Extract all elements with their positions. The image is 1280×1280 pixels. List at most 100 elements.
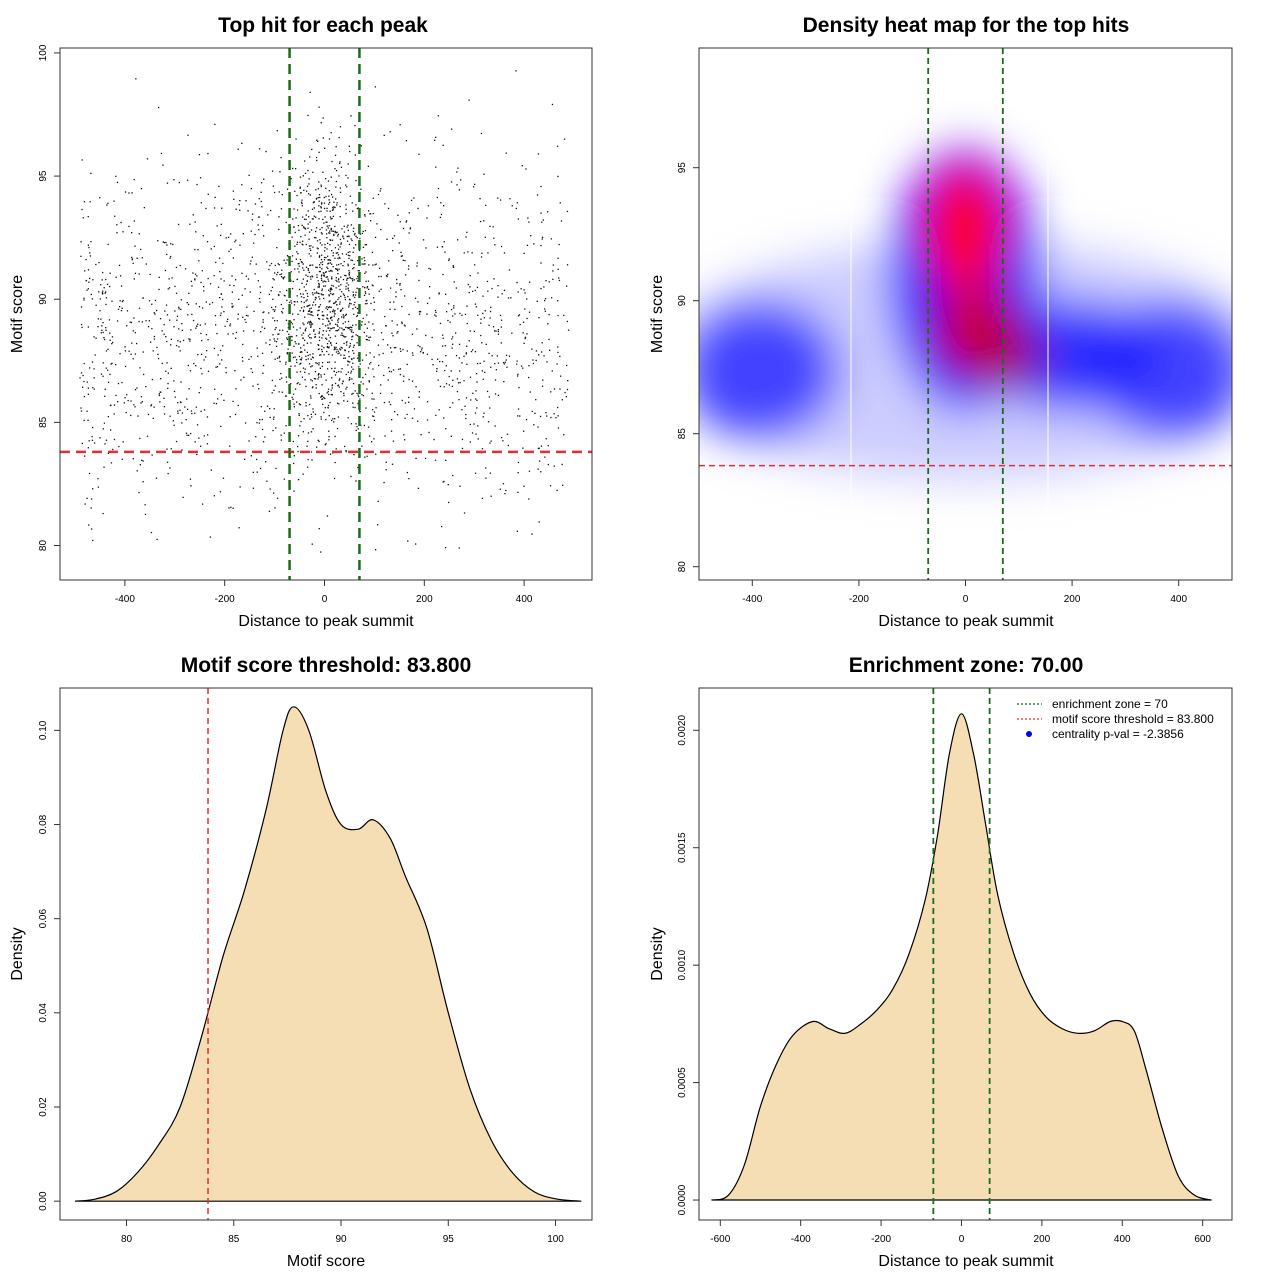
scatter-point: [387, 379, 389, 381]
scatter-point: [451, 338, 453, 340]
scatter-point: [251, 371, 254, 373]
scatter-point: [335, 448, 337, 450]
scatter-point: [254, 203, 257, 205]
scatter-point: [355, 423, 357, 425]
scatter-point: [373, 376, 375, 378]
scatter-point: [378, 364, 380, 367]
scatter-point: [334, 374, 337, 376]
scatter-point: [180, 299, 182, 301]
scatter-point: [349, 251, 351, 253]
scatter-point: [260, 191, 262, 193]
scatter-point: [548, 338, 550, 341]
scatter-point: [452, 315, 454, 317]
scatter-point: [320, 354, 322, 356]
scatter-point: [528, 221, 530, 223]
scatter-point: [305, 290, 307, 292]
scatter-point: [250, 260, 252, 262]
scatter-point: [443, 205, 445, 207]
scatter-point: [363, 294, 366, 296]
scatter-point: [328, 415, 330, 417]
scatter-point: [535, 399, 537, 401]
scatter-point: [426, 313, 428, 315]
scatter-point: [339, 191, 342, 193]
scatter-point: [276, 130, 278, 132]
scatter-point: [557, 314, 559, 317]
scatter-point: [326, 350, 328, 353]
scatter-point: [321, 365, 323, 367]
scatter-point: [297, 445, 299, 448]
scatter-point: [298, 229, 300, 231]
scatter-point: [339, 246, 341, 248]
scatter-point: [326, 237, 328, 239]
scatter-point: [349, 195, 351, 197]
scatter-point: [189, 370, 192, 372]
scatter-point: [452, 266, 455, 268]
scatter-point: [173, 380, 175, 382]
scatter-point: [390, 371, 393, 373]
scatter-point: [408, 313, 410, 316]
scatter-point: [109, 272, 111, 274]
scatter-point: [325, 307, 327, 309]
scatter-point: [481, 497, 484, 499]
scatter-point: [316, 252, 318, 254]
scatter-point: [249, 263, 251, 265]
scatter-point: [301, 307, 303, 309]
scatter-point: [291, 255, 294, 257]
scatter-point: [308, 310, 311, 312]
scatter-point: [190, 280, 192, 282]
scatter-point: [268, 312, 270, 314]
scatter-point: [107, 348, 109, 350]
heatmap-area: [699, 48, 1232, 580]
scatter-point: [119, 306, 121, 308]
scatter-point: [144, 513, 147, 516]
scatter-point: [250, 356, 252, 358]
scatter-point: [331, 419, 333, 422]
scatter-point: [326, 346, 329, 349]
scatter-point: [517, 375, 519, 377]
scatter-point: [356, 287, 358, 289]
y-tick-label: 95: [38, 170, 49, 182]
scatter-point: [275, 427, 277, 429]
y-tick-label: 100: [38, 44, 49, 61]
scatter-point: [323, 207, 326, 210]
scatter-point: [304, 339, 306, 341]
scatter-point: [187, 134, 189, 136]
scatter-point: [389, 301, 391, 303]
scatter-point: [371, 284, 373, 286]
scatter-point: [307, 335, 310, 337]
scatter-point: [127, 399, 129, 402]
scatter-point: [457, 167, 459, 169]
scatter-point: [142, 460, 144, 462]
y-axis-label: Density: [9, 927, 26, 980]
scatter-point: [274, 320, 276, 322]
scatter-point: [329, 336, 331, 339]
scatter-point: [324, 444, 326, 446]
scatter-point: [339, 257, 341, 259]
scatter-point: [285, 319, 288, 321]
scatter-point: [244, 458, 246, 460]
scatter-point: [273, 416, 275, 418]
scatter-point: [269, 344, 271, 346]
scatter-point: [336, 329, 338, 332]
scatter-point: [444, 251, 446, 253]
scatter-point: [338, 268, 340, 270]
scatter-point: [269, 408, 271, 410]
scatter-point: [310, 451, 313, 453]
scatter-point: [459, 381, 461, 384]
scatter-point: [335, 170, 338, 172]
scatter-point: [443, 417, 445, 419]
scatter-point: [541, 236, 544, 238]
scatter-point: [331, 284, 333, 287]
scatter-point: [367, 165, 369, 167]
scatter-point: [181, 412, 184, 414]
scatter-point: [360, 324, 363, 326]
scatter-point: [484, 310, 486, 312]
scatter-point: [311, 365, 313, 367]
x-tick-label: -200: [215, 594, 235, 605]
scatter-point: [534, 412, 536, 414]
scatter-point: [536, 300, 538, 302]
scatter-point: [331, 217, 333, 220]
scatter-point: [476, 399, 478, 401]
scatter-point: [262, 441, 265, 443]
y-tick-label: 0.00: [38, 1191, 49, 1211]
